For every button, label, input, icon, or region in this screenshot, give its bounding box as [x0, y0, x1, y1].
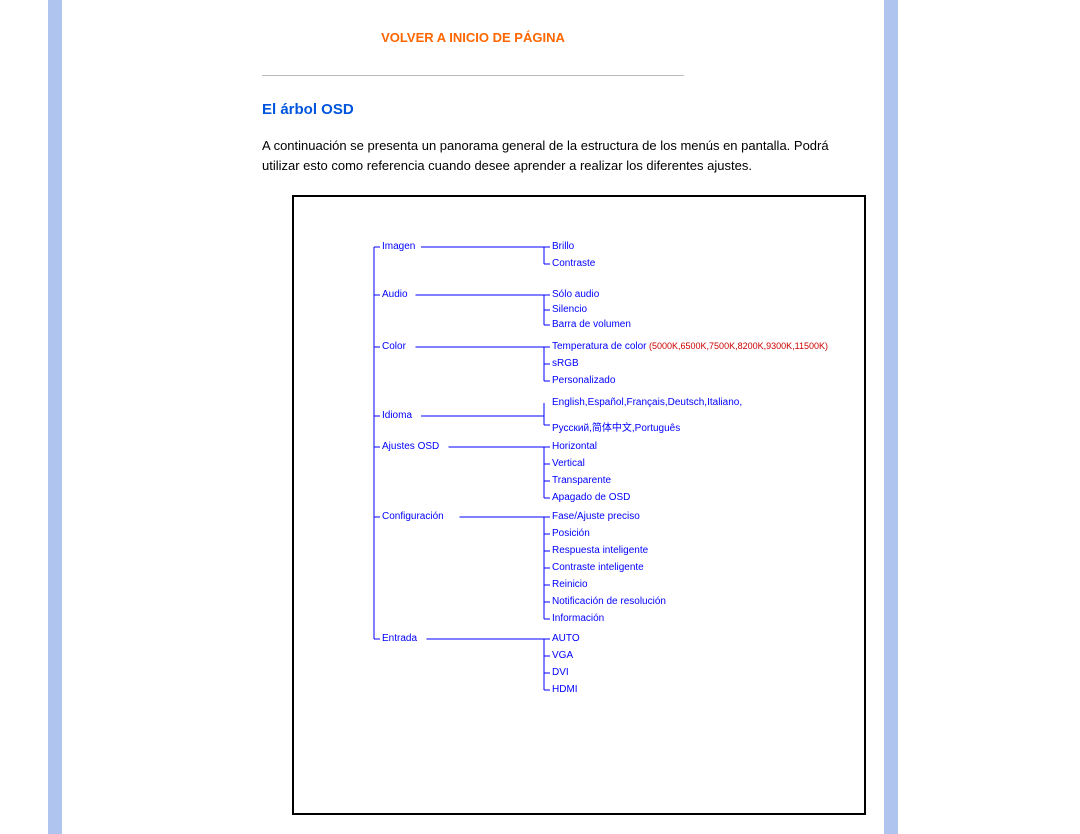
tree-node-label: DVI: [552, 667, 569, 678]
content-area: VOLVER A INICIO DE PÁGINA El árbol OSD A…: [62, 0, 884, 815]
tree-node-label: Vertical: [552, 458, 585, 469]
tree-node-label: Información: [552, 613, 604, 624]
tree-node-label: Personalizado: [552, 375, 615, 386]
tree-node-label: Reinicio: [552, 579, 588, 590]
back-to-top-link[interactable]: VOLVER A INICIO DE PÁGINA: [62, 0, 884, 65]
tree-node-label: Русский,简体中文,Português: [552, 419, 680, 434]
tree-node-label: Entrada: [382, 633, 417, 644]
tree-node-label: Contraste inteligente: [552, 562, 644, 573]
tree-node-label: Barra de volumen: [552, 319, 631, 330]
tree-node-label: Contraste: [552, 258, 595, 269]
tree-node-label: Brillo: [552, 241, 574, 252]
tree-node-label: Silencio: [552, 304, 587, 315]
tree-node-label: Configuración: [382, 511, 444, 522]
tree-node-label: AUTO: [552, 633, 580, 644]
section-description: A continuación se presenta un panorama g…: [262, 136, 854, 175]
tree-node-label: Notificación de resolución: [552, 596, 666, 607]
left-sidebar: [48, 0, 62, 834]
tree-node-label: Imagen: [382, 241, 415, 252]
tree-node-label: Idioma: [382, 410, 412, 421]
tree-node-label: Fase/Ajuste preciso: [552, 511, 640, 522]
tree-node-label: Ajustes OSD: [382, 441, 439, 452]
right-sidebar: [884, 0, 898, 834]
tree-node-label: Color: [382, 341, 406, 352]
tree-node-label: Temperatura de color (5000K,6500K,7500K,…: [552, 341, 828, 352]
osd-tree-diagram: Imagen Brillo Contraste Audio Sólo audio Sile…: [292, 195, 866, 815]
tree-node-label: Horizontal: [552, 441, 597, 452]
tree-node-label: sRGB: [552, 358, 579, 369]
tree-node-label: Apagado de OSD: [552, 492, 630, 503]
divider: [262, 75, 684, 76]
tree-node-label: English,Español,Français,Deutsch,Italian…: [552, 397, 742, 408]
tree-node-label: VGA: [552, 650, 573, 661]
tree-node-label: Audio: [382, 289, 408, 300]
tree-node-label: Transparente: [552, 475, 611, 486]
tree-node-label: Sólo audio: [552, 289, 599, 300]
tree-node-label: Respuesta inteligente: [552, 545, 648, 556]
tree-node-label: HDMI: [552, 684, 578, 695]
section-title: El árbol OSD: [262, 101, 884, 118]
tree-node-label: Posición: [552, 528, 590, 539]
